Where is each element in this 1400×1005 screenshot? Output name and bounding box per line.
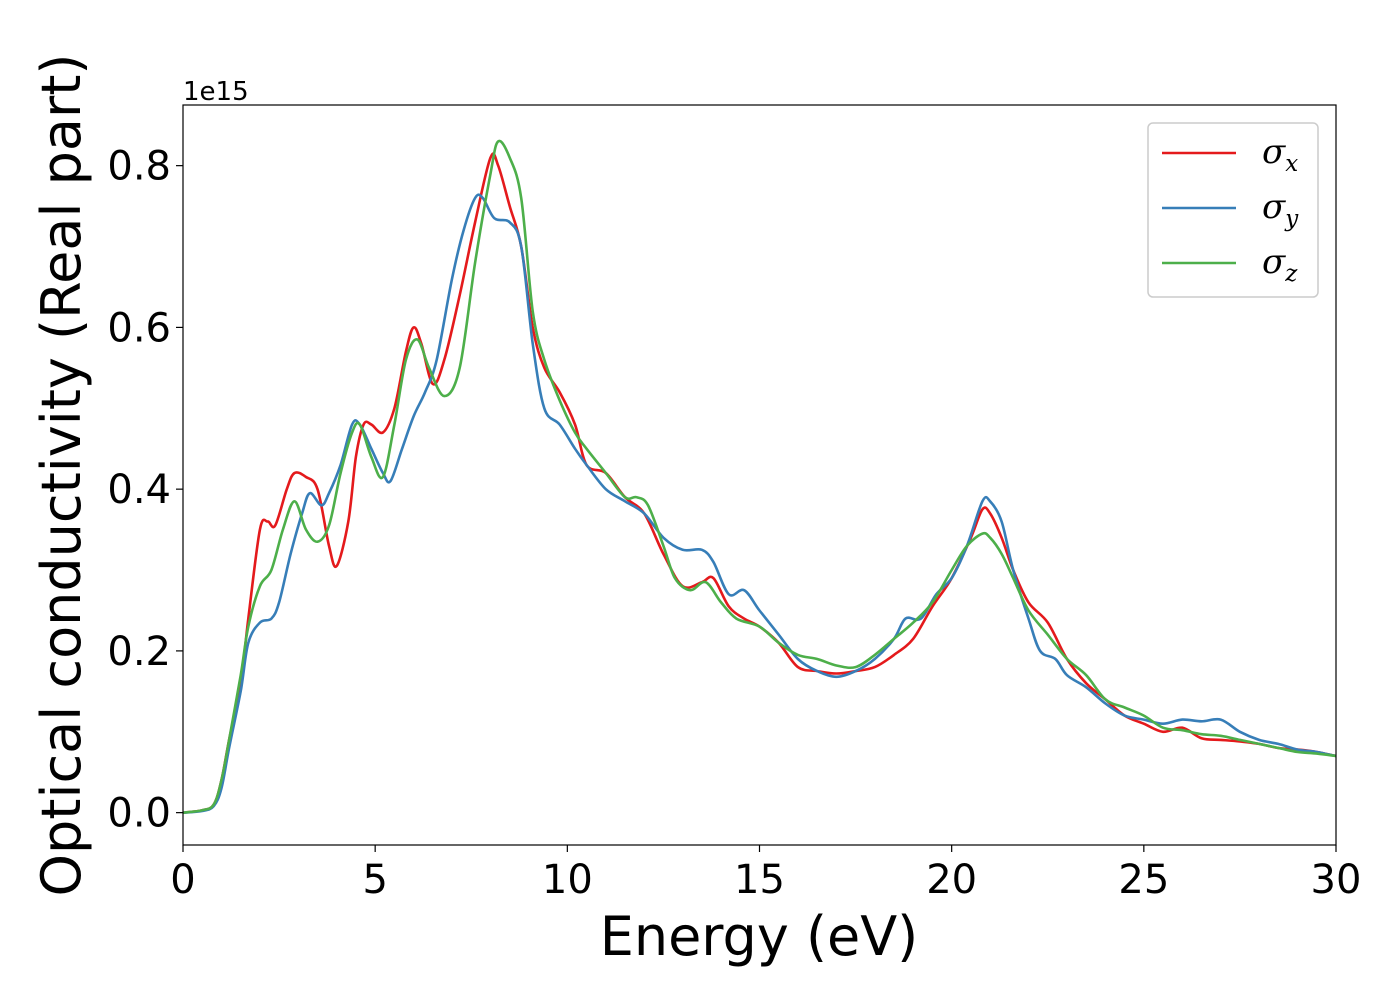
y-tick-label: 0.6 — [107, 305, 171, 351]
x-tick-label: 5 — [362, 857, 387, 903]
x-tick-label: 25 — [1118, 857, 1169, 903]
x-tick-label: 15 — [734, 857, 785, 903]
x-tick-label: 20 — [926, 857, 977, 903]
y-offset-label: 1e15 — [183, 77, 249, 107]
y-tick-label: 0.2 — [107, 629, 171, 675]
y-tick-label: 0.4 — [107, 467, 171, 513]
legend-label: σx — [1262, 132, 1298, 177]
y-axis-title: Optical conductivity (Real part) — [30, 54, 93, 897]
legend: σx σy σz — [1147, 122, 1319, 298]
y-tick-label: 0.8 — [107, 144, 171, 190]
legend-box — [1147, 122, 1319, 298]
y-axis-ticks: 0.0 0.2 0.4 0.6 0.8 — [107, 144, 183, 837]
legend-label: σz — [1262, 242, 1298, 287]
legend-label: σy — [1262, 187, 1299, 232]
x-tick-label: 10 — [542, 857, 593, 903]
x-axis-ticks: 0 5 10 15 20 25 30 — [170, 845, 1361, 903]
series-line-3 — [182, 139, 1337, 814]
x-tick-label: 30 — [1311, 857, 1362, 903]
plot-area — [183, 105, 1336, 845]
x-tick-label: 0 — [170, 857, 195, 903]
y-tick-label: 0.0 — [107, 791, 171, 837]
series-layer — [182, 139, 1337, 814]
x-axis-title: Energy (eV) — [600, 905, 919, 968]
